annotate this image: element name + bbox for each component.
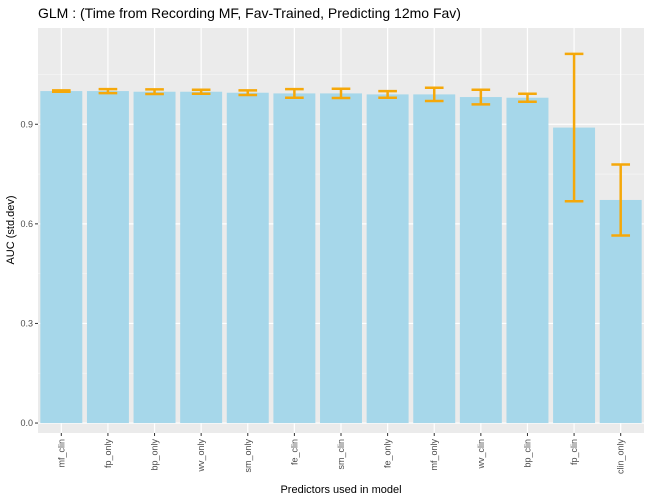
x-tick-label: wv_only (196, 439, 206, 473)
error-bar-wv_only (191, 88, 211, 95)
x-tick-label: bp_only (150, 439, 160, 471)
bar-clin_only (599, 199, 642, 424)
error-bar-mf_only (424, 86, 444, 103)
y-axis-title: AUC (std.dev) (5, 195, 17, 264)
x-tick-label: fe_clin (289, 439, 299, 465)
y-tick-label: 0.9 (20, 119, 33, 129)
bars (40, 91, 642, 424)
y-tick-label: 0.6 (20, 219, 33, 229)
x-tick-label: wv_clin (476, 439, 486, 470)
error-bar-sm_clin (331, 87, 351, 100)
x-axis: mf_clin fp_only bp_only wv_only sm_only fe_cl… (56, 433, 626, 475)
bar-wv_only (180, 91, 223, 424)
bar-wv_clin (459, 97, 502, 424)
bar-sm_only (226, 92, 269, 424)
x-axis-title: Predictors used in model (280, 484, 401, 496)
error-bar-bp_only (145, 88, 164, 96)
bar-mf_clin (40, 91, 83, 424)
bar-fe_only (366, 94, 409, 424)
error-bar-fp_clin (564, 52, 584, 203)
error-bar-sm_only (238, 89, 258, 97)
error-bar-clin_only (611, 163, 631, 237)
x-tick-label: bp_clin (522, 439, 532, 468)
bar-fp_only (86, 91, 129, 424)
y-tick-label: 0.0 (20, 418, 33, 428)
x-tick-label: sm_only (243, 439, 253, 473)
bar-mf_only (413, 94, 456, 424)
y-tick-label: 0.3 (20, 318, 33, 328)
error-bar-fe_only (378, 89, 397, 99)
y-axis: 0.0 0.3 0.6 0.9 (20, 119, 38, 428)
x-tick-label: mf_only (429, 439, 439, 471)
error-bars (51, 52, 631, 237)
error-bar-bp_clin (518, 92, 537, 103)
x-tick-label: sm_clin (336, 439, 346, 470)
chart-title: GLM : (Time from Recording MF, Fav-Train… (38, 5, 461, 21)
x-tick-label: fp_clin (569, 439, 579, 465)
x-tick-label: mf_clin (56, 439, 66, 468)
x-tick-label: fe_only (383, 439, 393, 469)
error-bar-wv_clin (471, 88, 491, 106)
x-tick-label: clin_only (616, 439, 626, 475)
bar-sm_clin (320, 93, 362, 424)
error-bar-fe_clin (285, 87, 304, 99)
error-bar-mf_clin (51, 89, 71, 93)
bar-fe_clin (273, 93, 316, 424)
x-tick-label: fp_only (103, 439, 113, 469)
bar-bp_only (133, 91, 176, 424)
error-bar-fp_only (98, 87, 118, 95)
bar-bp_clin (506, 97, 549, 424)
